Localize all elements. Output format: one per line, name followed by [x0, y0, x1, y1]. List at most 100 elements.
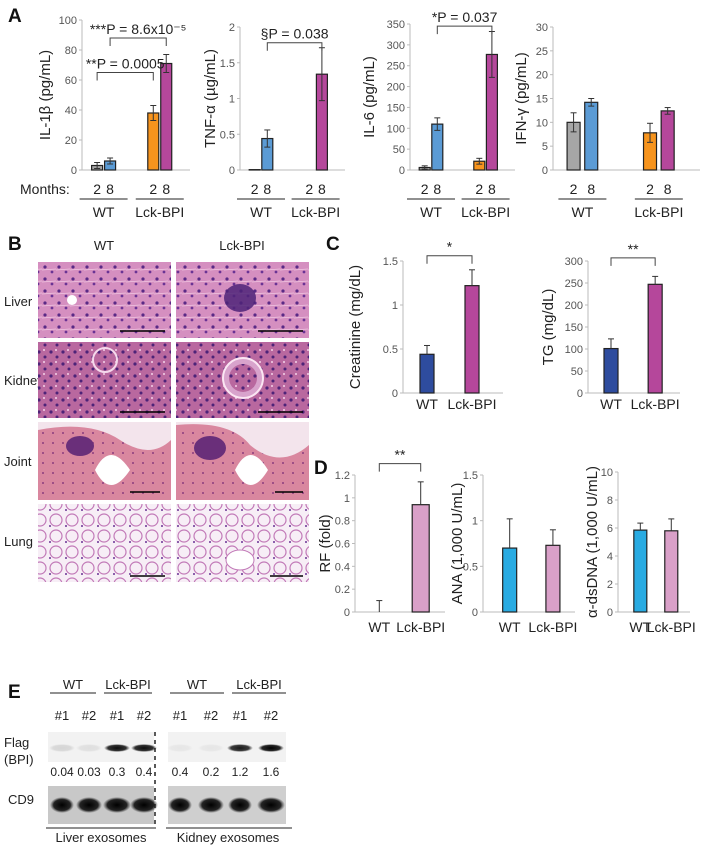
y-tick-label: 20	[536, 70, 548, 82]
y-tick-label: 0.5	[220, 129, 235, 141]
month-label: 8	[106, 181, 114, 197]
blot-group-label: WT	[187, 677, 207, 692]
chart-creatinine: 0 0.5 1 1.5 Creatinine (mg/dL) * WT Lck-BPI	[347, 239, 503, 412]
y-tick-label: 200	[387, 82, 405, 94]
month-label: 2	[149, 181, 157, 197]
bar	[502, 547, 518, 613]
y-tick-label: 150	[387, 102, 405, 114]
flag-band	[227, 744, 253, 752]
month-label: 8	[162, 181, 170, 197]
category-label: WT	[416, 396, 438, 412]
cd9-band	[257, 797, 285, 813]
bar	[660, 110, 675, 171]
y-tick-label: 4	[607, 551, 613, 563]
flag-band	[198, 744, 224, 752]
significance-label: **P = 0.0005	[86, 56, 165, 72]
y-tick-label: 0	[607, 607, 613, 619]
y-tick-label: 1	[344, 493, 350, 505]
bar	[603, 347, 619, 394]
panel-label-b: B	[8, 234, 22, 255]
y-tick-label: 100	[59, 15, 77, 27]
chart-tg: 0 50 100 150 200 250 300 TG (mg/dL) ** WT Lck-BPI	[540, 241, 680, 412]
y-tick-label: 250	[387, 61, 405, 73]
month-label: 2	[251, 181, 259, 197]
y-tick-label: 1.5	[383, 256, 398, 268]
group-label: Lck-BPI	[291, 204, 340, 220]
category-label: WT	[629, 619, 651, 635]
month-label: 2	[475, 181, 483, 197]
y-tick-label: 0.5	[463, 561, 478, 573]
y-tick-label: 200	[565, 300, 583, 312]
kidney-exosomes-label: Kidney exosomes	[177, 830, 280, 845]
western-blot-panel: Flag (BPI) CD9 WT Lck-BPI WT Lck-BPI #1 0.04 #…	[4, 677, 292, 845]
blot-group-label: Lck-BPI	[105, 677, 151, 692]
y-axis-label: RF (fold)	[317, 514, 334, 572]
significance-label: **	[628, 241, 639, 257]
y-tick-label: 0.6	[335, 539, 350, 551]
histology-row-liver: Liver	[4, 294, 33, 309]
y-tick-label: 20	[65, 135, 77, 147]
bar	[664, 530, 679, 613]
y-tick-label: 300	[387, 40, 405, 52]
significance-label: **	[395, 447, 406, 463]
bar	[411, 504, 430, 613]
month-label: 2	[570, 181, 578, 197]
category-label: Lck-BPI	[447, 396, 496, 412]
lane-label: #2	[137, 708, 151, 723]
kidney-lck-bpi-image	[176, 342, 309, 418]
cd9-band	[228, 797, 252, 813]
blot-group-label: WT	[63, 677, 83, 692]
month-label: 2	[421, 181, 429, 197]
flag-label-line2: (BPI)	[4, 752, 34, 767]
month-label: 8	[587, 181, 595, 197]
category-label: Lck-BPI	[631, 396, 680, 412]
y-tick-label: 50	[393, 144, 405, 156]
month-label: 8	[433, 181, 441, 197]
y-tick-label: 1	[229, 94, 235, 106]
lane-label: #1	[55, 708, 69, 723]
y-tick-label: 0	[71, 165, 77, 177]
y-tick-label: 1.5	[463, 470, 478, 482]
group-label: WT	[572, 204, 594, 220]
y-axis-label: Creatinine (mg/dL)	[347, 265, 364, 389]
significance-bracket	[436, 25, 493, 35]
y-tick-label: 100	[565, 344, 583, 356]
bar	[160, 62, 173, 171]
y-tick-label: 0.8	[335, 516, 350, 528]
y-tick-label: 2	[229, 22, 235, 34]
flag-band	[76, 744, 102, 752]
significance-bracket	[266, 42, 323, 51]
y-tick-label: 40	[65, 105, 77, 117]
liver-wt-image	[38, 262, 171, 338]
bar	[431, 123, 444, 171]
histology-panel: WT Lck-BPI Liver Kidney Joint Lung	[4, 238, 309, 582]
y-tick-label: 100	[387, 123, 405, 135]
band-quantification: 0.4	[136, 765, 153, 779]
cd9-band	[198, 797, 224, 813]
y-tick-label: 30	[536, 22, 548, 34]
y-axis-label: TNF-α (µg/mL)	[202, 49, 219, 148]
flag-band	[167, 744, 193, 752]
month-label: 2	[305, 181, 313, 197]
bar	[464, 285, 480, 394]
histology-row-kidney: Kidney	[4, 373, 44, 388]
group-label: WT	[420, 204, 442, 220]
bar	[584, 101, 599, 171]
lane-label: #2	[264, 708, 278, 723]
month-label: 2	[646, 181, 654, 197]
group-label: Lck-BPI	[461, 204, 510, 220]
y-axis-label: IFN-γ (pg/mL)	[513, 52, 530, 145]
lane-label: #1	[173, 708, 187, 723]
group-label: WT	[250, 204, 272, 220]
y-axis-label: IL-1β (pg/mL)	[37, 50, 54, 140]
group-label: Lck-BPI	[135, 204, 184, 220]
flag-band	[131, 744, 157, 752]
y-tick-label: 0.4	[335, 561, 350, 573]
y-axis-label: ANA (1,000 U/mL)	[449, 483, 466, 605]
y-tick-label: 0	[399, 165, 405, 177]
lung-wt-image	[38, 504, 171, 582]
liver-exosomes-label: Liver exosomes	[55, 830, 147, 845]
group-label: WT	[93, 204, 115, 220]
panel-label-e: E	[8, 682, 21, 703]
